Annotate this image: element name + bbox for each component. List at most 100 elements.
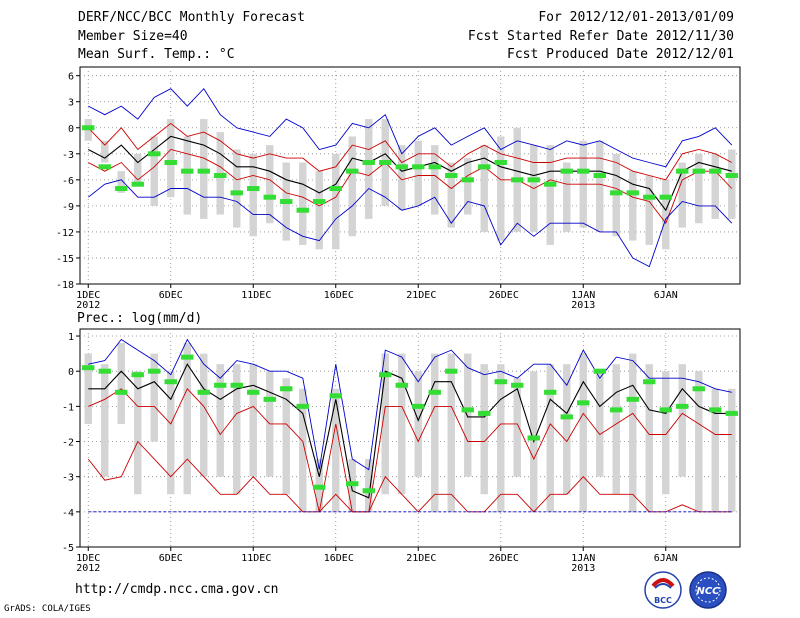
temp-series-min-line <box>88 179 733 268</box>
prec-observed-mark <box>230 382 243 388</box>
temp-y-tick-label: 6 <box>68 72 74 83</box>
prec-spread-box <box>381 353 389 495</box>
prec-observed-mark <box>445 368 458 374</box>
temp-y-tick-label: -12 <box>56 228 74 239</box>
temp-observed-mark <box>148 151 161 157</box>
temp-observed-mark <box>544 181 557 187</box>
temp-x-tick-label: 6JAN <box>654 290 678 301</box>
prec-observed-mark <box>478 410 491 416</box>
temp-observed-mark <box>296 207 309 213</box>
temp-observed-mark <box>626 190 639 196</box>
temp-spread-box <box>134 153 142 185</box>
prec-x-tick-year: 2012 <box>76 563 100 574</box>
temp-spread-box <box>480 145 488 232</box>
prec-spread-box <box>678 364 686 477</box>
prec-spread-box <box>711 388 719 512</box>
prec-spread-box <box>332 388 340 512</box>
temp-spread-box <box>497 136 505 241</box>
prec-observed-mark <box>395 382 408 388</box>
temp-spread-box <box>332 153 340 250</box>
temp-observed-mark <box>346 168 359 174</box>
prec-spread-box <box>662 371 670 495</box>
prec-observed-mark <box>494 379 507 385</box>
prec-spread-box <box>447 353 455 512</box>
prec-spread-box <box>117 343 125 424</box>
ncc-logo: NCC <box>689 571 727 609</box>
temp-spread-box <box>546 145 554 245</box>
prec-observed-mark <box>280 386 293 392</box>
temp-series-lower-line <box>88 148 733 225</box>
prec-spread-box <box>695 371 703 512</box>
temp-observed-mark <box>643 194 656 200</box>
temp-y-tick-label: -3 <box>62 150 74 161</box>
prec-x-tick-label: 6DEC <box>159 553 183 564</box>
prec-y-tick-label: 0 <box>68 367 74 378</box>
prec-series-mean-line <box>88 363 732 499</box>
temp-observed-mark <box>329 186 342 192</box>
prec-spread-box <box>728 388 736 512</box>
temp-spread-box <box>299 162 307 245</box>
temp-spread-box <box>678 162 686 228</box>
temp-observed-mark <box>445 173 458 178</box>
temp-x-tick-label: 26DEC <box>489 290 519 301</box>
temp-spread-box <box>728 149 736 219</box>
temp-y-tick-label: 3 <box>68 98 74 109</box>
prec-spread-box <box>629 353 637 512</box>
temp-x-tick-label: 1JAN <box>571 290 595 301</box>
temp-series-mean-line <box>88 135 732 212</box>
footer-url[interactable]: http://cmdp.ncc.cma.gov.cn <box>75 582 279 597</box>
prec-series-max-line <box>88 338 732 471</box>
header-forecast-period: For 2012/12/01-2013/01/09 <box>538 10 734 25</box>
temp-observed-mark <box>115 186 128 192</box>
temp-x-tick-label: 16DEC <box>324 290 354 301</box>
temp-series-upper-line <box>87 122 733 181</box>
header-started-date: Fcst Started Refer Date 2012/11/30 <box>467 29 734 44</box>
temp-observed-mark <box>98 164 111 170</box>
temp-spread-box <box>596 140 604 232</box>
temp-x-tick-year: 2013 <box>571 300 595 311</box>
prec-spread-box <box>563 364 571 495</box>
temp-observed-mark <box>412 164 425 170</box>
prec-observed-mark <box>247 389 260 395</box>
header-variable: Mean Surf. Temp.: °C <box>78 47 235 62</box>
temp-spread-box <box>629 171 637 241</box>
temp-spread-box <box>431 145 439 215</box>
temp-y-tick-label: -9 <box>62 202 74 213</box>
prec-spread-box <box>282 378 290 495</box>
temp-spread-box <box>662 179 670 250</box>
prec-observed-mark <box>626 396 639 402</box>
temp-spread-box <box>101 140 109 163</box>
prec-observed-mark <box>659 407 672 413</box>
temp-spread-box <box>266 145 274 224</box>
prec-spread-box <box>513 378 521 477</box>
prec-spread-box <box>299 388 307 512</box>
temp-y-tick-label: 0 <box>68 124 74 135</box>
temp-spread-box <box>414 140 422 206</box>
temp-observed-mark <box>181 168 194 174</box>
temp-observed-mark <box>560 168 573 174</box>
prec-spread-box <box>464 353 472 477</box>
bcc-logo-text: BCC <box>654 596 672 605</box>
prec-observed-mark <box>511 382 524 388</box>
temp-plot-frame <box>79 66 741 285</box>
temp-observed-mark <box>82 125 95 131</box>
prec-spread-box <box>233 364 241 495</box>
temp-spread-box <box>447 162 455 228</box>
prec-y-tick-label: -2 <box>62 438 74 449</box>
prec-spread-box <box>431 353 439 512</box>
grads-credit: GrADS: COLA/IGES <box>4 604 91 614</box>
temp-observed-mark <box>511 177 524 183</box>
temp-observed-mark <box>692 168 705 174</box>
prec-series-upper-line <box>88 388 732 513</box>
prec-y-tick-label: -4 <box>62 508 74 519</box>
prec-observed-mark <box>164 379 177 385</box>
prec-observed-mark <box>82 365 95 371</box>
prec-observed-mark <box>412 403 425 409</box>
header-title-line-1: DERF/NCC/BCC Monthly Forecast <box>78 10 305 25</box>
prec-observed-mark <box>263 396 276 402</box>
temp-observed-mark <box>461 177 474 183</box>
temp-observed-mark <box>478 164 491 170</box>
temp-observed-mark <box>214 173 227 178</box>
temp-spread-box <box>117 171 125 193</box>
